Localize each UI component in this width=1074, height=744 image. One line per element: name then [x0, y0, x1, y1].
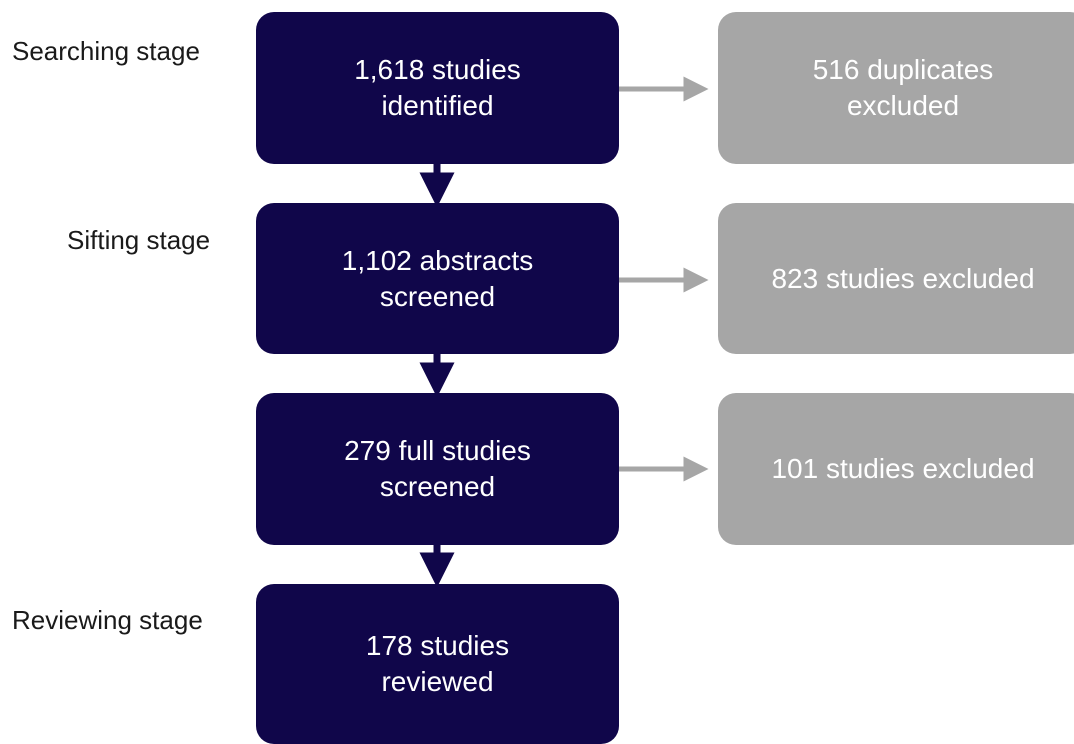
excluded-box-abstracts: 823 studies excluded: [718, 203, 1074, 354]
excluded-box-text: excluded: [846, 90, 960, 121]
flow-box-reviewed: 178 studies reviewed: [256, 584, 619, 744]
flow-box-text: 1,102 abstracts: [341, 244, 534, 276]
flow-box-identified: 1,618 studies identified: [256, 12, 619, 164]
stage-label-searching: Searching stage: [12, 36, 200, 66]
excluded-box-text: 101 studies excluded: [771, 453, 1035, 484]
flow-box-text: screened: [379, 471, 496, 502]
flow-box-text: 279 full studies: [344, 435, 531, 466]
stage-label-sifting: Sifting stage: [67, 225, 211, 255]
flow-box-text: reviewed: [381, 666, 494, 697]
flow-box-text: screened: [379, 280, 496, 312]
flow-box-text: 1,618 studies: [354, 54, 521, 85]
stage-label-reviewing: Reviewing stage: [12, 605, 203, 635]
excluded-box-duplicates: 516 duplicates excluded: [718, 12, 1074, 164]
excluded-box-text: 516 duplicates: [812, 54, 994, 85]
flow-box-full-studies-screened: 279 full studies screened: [256, 393, 619, 545]
flow-box-text: identified: [381, 90, 494, 121]
excluded-box-text: 823 studies excluded: [771, 262, 1035, 294]
flow-box-text: 178 studies: [365, 630, 510, 661]
flow-box-abstracts-screened: 1,102 abstracts screened: [256, 203, 619, 354]
excluded-box-full-studies: 101 studies excluded: [718, 393, 1074, 545]
